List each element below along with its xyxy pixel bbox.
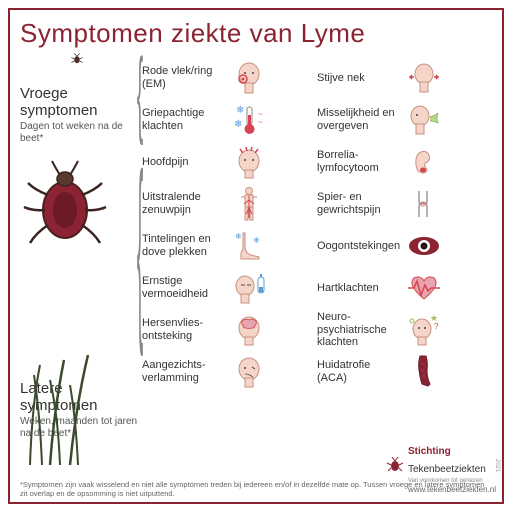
grass-icon bbox=[20, 345, 110, 470]
brace-late-icon: { bbox=[137, 150, 143, 352]
head-neuro-icon: ★? bbox=[406, 312, 442, 348]
svg-text:?: ? bbox=[434, 322, 439, 331]
symptoms-grid: { { Rode vlek/ring (EM) Stijve nek Griep… bbox=[142, 57, 492, 440]
symptom-label: Oogontstekingen bbox=[317, 240, 403, 253]
symptom-row: Ernstige vermoeidheid Hartklachten bbox=[142, 267, 492, 309]
brand-tick-icon bbox=[385, 455, 405, 480]
symptom-label: Spier- en gewrichtspijn bbox=[317, 191, 403, 216]
symptom-label: Griepachtige klachten bbox=[142, 107, 228, 132]
head-palsy-icon bbox=[231, 354, 267, 390]
year-text: 2021 bbox=[494, 459, 500, 472]
svg-text:❄: ❄ bbox=[235, 232, 242, 241]
head-stiff-icon bbox=[406, 60, 442, 96]
brand-block: Stichting Tekenbeetziekten Van voorkomen… bbox=[385, 441, 496, 494]
svg-text:❄: ❄ bbox=[234, 119, 242, 130]
symptom-label: Tintelingen en dove plekken bbox=[142, 233, 228, 258]
thermo-icon: ❄❄~~ bbox=[231, 102, 267, 138]
large-tick-icon bbox=[20, 155, 138, 260]
symptom-row: Uitstralende zenuwpijn Spier- en gewrich… bbox=[142, 183, 492, 225]
symptom-row: Tintelingen en dove plekken❄❄ Oogontstek… bbox=[142, 225, 492, 267]
heart-icon bbox=[406, 270, 442, 306]
brand-url: www.tekenbeetziekten.nl bbox=[408, 485, 496, 494]
eye-icon bbox=[406, 228, 442, 264]
page-title: Symptomen ziekte van Lyme bbox=[20, 18, 492, 49]
leg-icon bbox=[406, 354, 442, 390]
head-brain-icon bbox=[231, 312, 267, 348]
early-title: Vroege symptomen bbox=[20, 85, 138, 119]
head-pain-icon bbox=[231, 144, 267, 180]
early-subtitle: Dagen tot weken na de beet* bbox=[20, 121, 138, 145]
symptom-label: Stijve nek bbox=[317, 72, 403, 85]
symptom-label: Hoofdpijn bbox=[142, 156, 228, 169]
symptom-row: Hoofdpijn Borrelia-lymfocytoom bbox=[142, 141, 492, 183]
small-tick-icon bbox=[70, 52, 84, 69]
head-nausea-icon bbox=[406, 102, 442, 138]
symptom-row: Rode vlek/ring (EM) Stijve nek bbox=[142, 57, 492, 99]
brand-tagline: Van voorkomen tot genezen bbox=[408, 478, 496, 484]
joint-icon bbox=[406, 186, 442, 222]
svg-text:❄: ❄ bbox=[253, 236, 260, 245]
symptom-row: Hersenvlies-ontsteking Neuro-psychiatris… bbox=[142, 309, 492, 351]
symptom-row: Aangezichts-verlamming Huidatrofie (ACA) bbox=[142, 351, 492, 393]
body-nerve-icon bbox=[231, 186, 267, 222]
head-em-icon bbox=[231, 60, 267, 96]
brand-name1: Stichting bbox=[408, 446, 451, 457]
symptom-label: Aangezichts-verlamming bbox=[142, 359, 228, 384]
symptom-label: Misselijkheid en overgeven bbox=[317, 107, 403, 132]
symptom-label: Borrelia-lymfocytoom bbox=[317, 149, 403, 174]
symptom-label: Huidatrofie (ACA) bbox=[317, 359, 403, 384]
symptom-label: Uitstralende zenuwpijn bbox=[142, 191, 228, 216]
ear-icon bbox=[406, 144, 442, 180]
early-section-header: Vroege symptomen Dagen tot weken na de b… bbox=[20, 85, 138, 145]
main-frame: Symptomen ziekte van Lyme Vroege symptom… bbox=[8, 8, 504, 504]
symptom-label: Hersenvlies-ontsteking bbox=[142, 317, 228, 342]
brand-name2: Tekenbeetziekten bbox=[408, 464, 486, 475]
symptom-label: Rode vlek/ring (EM) bbox=[142, 65, 228, 90]
head-tired-icon bbox=[231, 270, 267, 306]
svg-text:❄: ❄ bbox=[236, 105, 244, 116]
brace-early-icon: { bbox=[137, 47, 143, 143]
symptom-label: Neuro-psychiatrische klachten bbox=[317, 311, 403, 349]
svg-text:~: ~ bbox=[258, 118, 263, 127]
symptom-row: Griepachtige klachten❄❄~~ Misselijkheid … bbox=[142, 99, 492, 141]
symptom-label: Hartklachten bbox=[317, 282, 403, 295]
foot-icon: ❄❄ bbox=[231, 228, 267, 264]
symptom-label: Ernstige vermoeidheid bbox=[142, 275, 228, 300]
